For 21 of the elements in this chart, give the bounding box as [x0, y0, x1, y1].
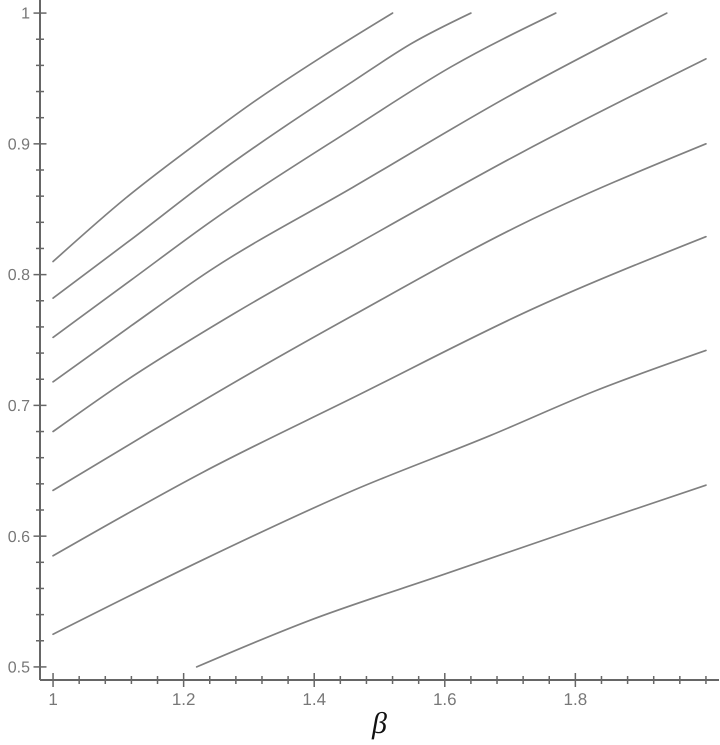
line-series: [52, 58, 707, 432]
y-tick-label: 0.7: [8, 398, 30, 415]
line-series: [52, 12, 557, 338]
y-tick-label: 0.8: [8, 267, 30, 284]
y-tick-label: 0.6: [8, 528, 30, 546]
y-tick-label: 0.5: [8, 660, 30, 677]
y-tick-label: 0.9: [8, 136, 30, 154]
line-series: [52, 236, 707, 557]
line-series: [52, 12, 668, 383]
x-tick-label: 1.8: [564, 690, 588, 709]
x-tick-label: 1: [48, 690, 58, 709]
x-tick-label: 1.2: [172, 690, 196, 709]
line-series: [52, 12, 472, 300]
x-tick-label: 1.4: [302, 690, 326, 709]
x-tick-label: 1.6: [432, 690, 457, 709]
line-series: [52, 142, 707, 492]
y-tick-label: 1: [21, 6, 30, 23]
line-series: [52, 12, 394, 262]
line-series: [52, 350, 707, 636]
x-axis-title: β: [371, 707, 388, 740]
line-series: [196, 484, 707, 668]
